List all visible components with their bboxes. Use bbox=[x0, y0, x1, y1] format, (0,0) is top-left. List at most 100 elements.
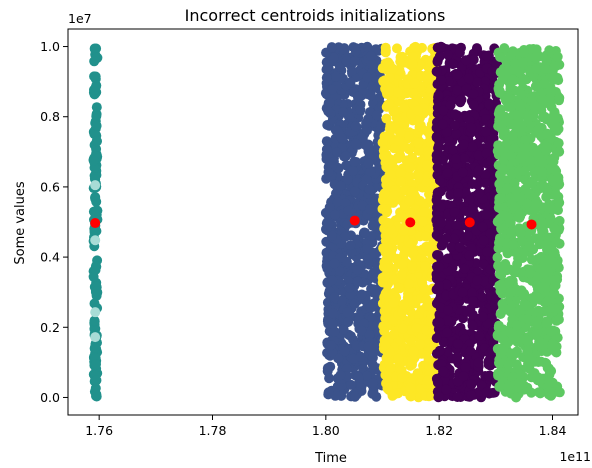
cluster-point bbox=[365, 166, 376, 177]
cluster-point bbox=[485, 228, 496, 239]
cluster-point bbox=[492, 330, 503, 341]
cluster-point bbox=[450, 153, 461, 164]
cluster-point bbox=[441, 384, 452, 395]
cluster-point bbox=[543, 376, 554, 387]
cluster-point bbox=[472, 275, 483, 286]
cluster-point bbox=[335, 370, 346, 381]
cluster-point bbox=[526, 254, 537, 265]
cluster-point bbox=[409, 78, 420, 89]
cluster-point bbox=[422, 126, 433, 137]
cluster-point bbox=[416, 252, 427, 263]
cluster-point bbox=[412, 105, 423, 116]
cluster-point bbox=[329, 292, 340, 303]
cluster-point bbox=[380, 271, 390, 282]
cluster-point bbox=[468, 88, 479, 99]
cluster-point bbox=[503, 212, 514, 223]
cluster-point bbox=[445, 100, 456, 111]
cluster-point bbox=[89, 315, 100, 326]
cluster-point bbox=[528, 307, 539, 318]
cluster-point bbox=[371, 289, 382, 300]
cluster-point bbox=[388, 329, 399, 340]
cluster-point bbox=[454, 47, 465, 58]
cluster-point bbox=[89, 56, 100, 67]
cluster-point bbox=[365, 90, 376, 101]
cluster-point bbox=[477, 221, 488, 232]
cluster-point bbox=[503, 279, 514, 290]
cluster-point bbox=[395, 127, 406, 138]
cluster-point bbox=[393, 282, 404, 293]
cluster-point bbox=[511, 320, 522, 331]
cluster-point bbox=[451, 129, 462, 139]
cluster-point bbox=[480, 178, 491, 188]
cluster-point bbox=[492, 216, 503, 227]
cluster-point bbox=[535, 374, 546, 385]
cluster-point bbox=[467, 141, 478, 152]
cluster-point bbox=[384, 99, 395, 110]
cluster-point bbox=[338, 107, 349, 118]
cluster-point bbox=[403, 278, 414, 289]
cluster-point bbox=[407, 152, 418, 163]
cluster-point bbox=[466, 379, 477, 390]
cluster-point bbox=[431, 132, 442, 143]
cluster-point bbox=[522, 198, 533, 209]
cluster-point bbox=[396, 269, 407, 280]
cluster-point bbox=[91, 120, 102, 131]
cluster-point bbox=[380, 313, 391, 324]
cluster-point bbox=[431, 66, 442, 77]
cluster-point bbox=[548, 71, 559, 82]
cluster-point bbox=[493, 260, 504, 271]
cluster-point bbox=[323, 387, 334, 398]
cluster-point bbox=[474, 330, 485, 341]
cluster-point bbox=[413, 138, 424, 149]
cluster-point bbox=[321, 260, 332, 271]
cluster-point bbox=[527, 178, 537, 189]
cluster-point bbox=[383, 218, 394, 228]
cluster-point bbox=[422, 160, 432, 171]
cluster-point bbox=[408, 87, 419, 98]
cluster-point bbox=[410, 41, 421, 52]
cluster-point bbox=[398, 299, 409, 310]
cluster-point bbox=[486, 356, 496, 367]
cluster-point bbox=[459, 153, 470, 164]
cluster-point bbox=[468, 54, 479, 65]
cluster-point bbox=[542, 244, 552, 255]
cluster-point bbox=[553, 314, 564, 325]
cluster-point bbox=[542, 296, 553, 307]
cluster-point bbox=[379, 75, 390, 86]
cluster-point bbox=[419, 283, 430, 294]
cluster-point bbox=[365, 204, 375, 215]
y-axis-exponent: 1e7 bbox=[68, 11, 92, 26]
cluster-point bbox=[91, 226, 102, 236]
cluster-point bbox=[363, 341, 374, 352]
cluster-point bbox=[367, 388, 378, 399]
cluster-point bbox=[464, 250, 475, 261]
cluster-point bbox=[474, 188, 485, 199]
cluster-point bbox=[506, 348, 517, 359]
cluster-point bbox=[345, 77, 356, 88]
cluster-point bbox=[362, 72, 373, 83]
cluster-point bbox=[505, 287, 516, 298]
cluster-point bbox=[433, 90, 444, 101]
cluster-point bbox=[329, 258, 340, 269]
cluster-point bbox=[343, 205, 354, 216]
cluster-point bbox=[361, 118, 372, 129]
y-axis-ticks: 0.0 0.2 0.4 0.6 0.8 1.0 bbox=[40, 39, 68, 405]
cluster-point bbox=[549, 247, 560, 258]
cluster-point bbox=[554, 387, 565, 398]
cluster-point bbox=[432, 250, 442, 260]
initial-centroid-point bbox=[90, 332, 101, 343]
cluster-point bbox=[521, 185, 532, 196]
cluster-point bbox=[442, 327, 452, 338]
cluster-2 bbox=[320, 41, 388, 402]
cluster-point bbox=[492, 146, 503, 156]
cluster-point bbox=[505, 81, 516, 92]
cluster-point bbox=[467, 296, 478, 307]
cluster-point bbox=[346, 331, 356, 342]
cluster-point bbox=[436, 217, 447, 228]
cluster-point bbox=[417, 216, 428, 227]
cluster-point bbox=[543, 255, 554, 266]
cluster-point bbox=[441, 233, 452, 244]
cluster-point bbox=[545, 203, 556, 214]
cluster-point bbox=[324, 373, 335, 384]
cluster-point bbox=[421, 294, 432, 305]
